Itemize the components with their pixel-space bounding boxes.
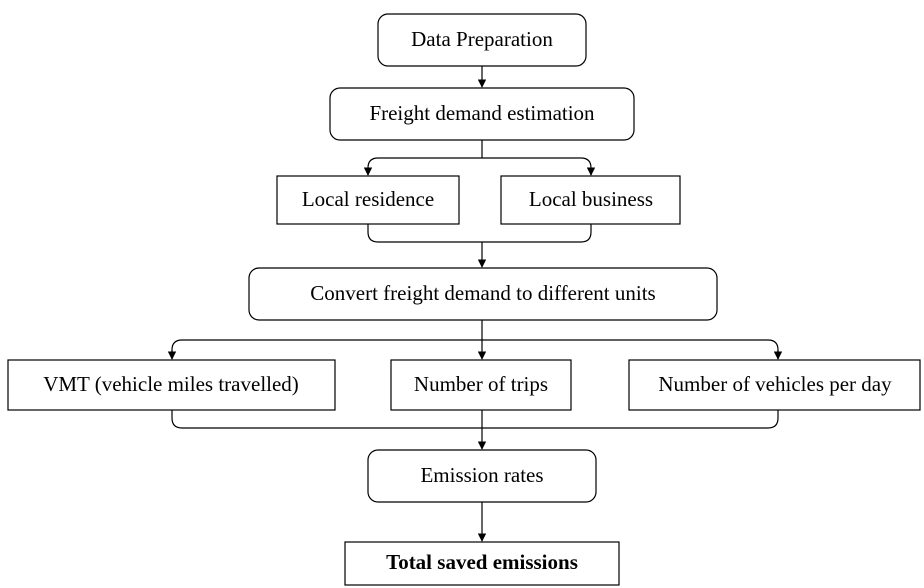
node: Emission rates (367, 449, 597, 503)
node-box (628, 359, 921, 411)
node-label: Local business (529, 187, 653, 211)
node-label: Total saved emissions (386, 550, 578, 574)
branch (171, 320, 779, 359)
node-box (367, 449, 597, 503)
node-label: Number of vehicles per day (658, 372, 892, 396)
node: Freight demand estimation (329, 87, 635, 141)
node-label: VMT (vehicle miles travelled) (43, 372, 299, 396)
node-label: Freight demand estimation (369, 101, 595, 125)
node: Data Preparation (377, 13, 587, 67)
connectors (167, 66, 783, 542)
node-label: Local residence (302, 187, 434, 211)
node-label: Number of trips (414, 372, 548, 396)
node-box (329, 87, 635, 141)
node: Local residence (276, 175, 460, 225)
node: Number of trips (390, 359, 572, 411)
merge (171, 410, 779, 429)
node: VMT (vehicle miles travelled) (7, 359, 336, 411)
node: Number of vehicles per day (628, 359, 921, 411)
node-box (276, 175, 460, 225)
node-box (377, 13, 587, 67)
node-box (390, 359, 572, 411)
merge (367, 224, 592, 243)
node-box (7, 359, 336, 411)
node: Local business (500, 175, 681, 225)
node: Convert freight demand to different unit… (248, 267, 718, 321)
node-label: Emission rates (420, 463, 543, 487)
node-label: Data Preparation (411, 27, 553, 51)
branch (367, 140, 592, 175)
node-label: Convert freight demand to different unit… (310, 281, 655, 305)
node-box (248, 267, 718, 321)
node: Total saved emissions (344, 541, 620, 586)
node-box (344, 541, 620, 586)
node-box (500, 175, 681, 225)
